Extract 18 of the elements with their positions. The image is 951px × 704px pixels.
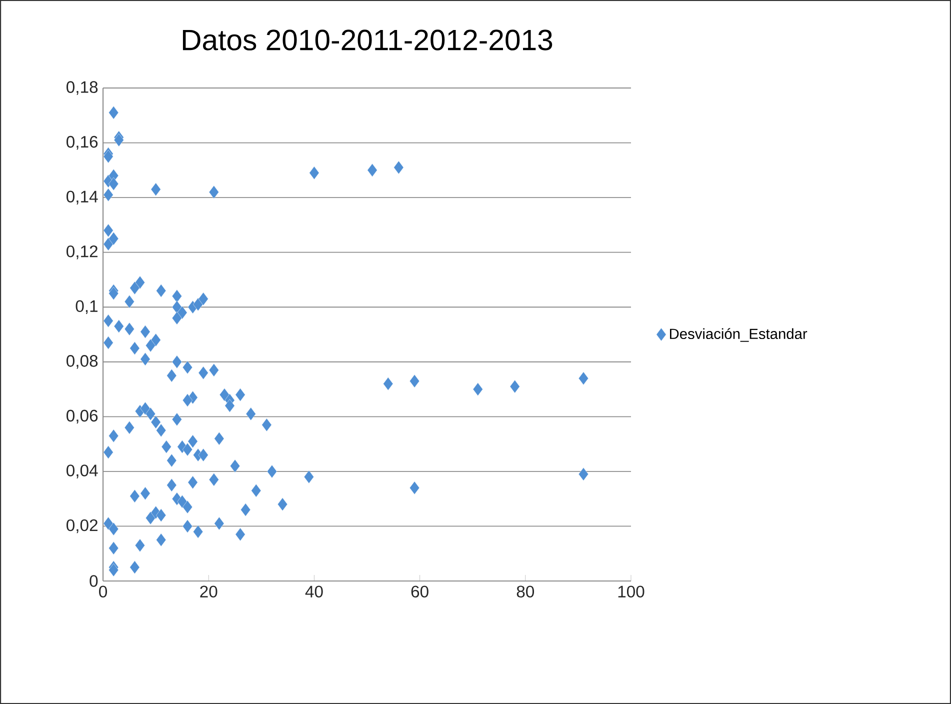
y-tick-label: 0	[90, 575, 98, 587]
y-tick-label: 0,12	[66, 245, 98, 260]
y-tick-label: 0,08	[66, 355, 98, 369]
x-tick-label: 40	[305, 586, 323, 598]
x-tick-label: 60	[411, 586, 428, 598]
y-tick-label: 0,02	[66, 519, 98, 534]
x-tick-label: 100	[618, 586, 644, 598]
y-tick-label: 0,18	[66, 81, 98, 95]
legend-label: Desviación_Estandar	[670, 328, 808, 342]
chart-title: Datos 2010-2011-2012-2013	[182, 30, 552, 50]
y-tick-label: 0,06	[66, 410, 98, 424]
x-tick-label: 20	[200, 586, 218, 598]
y-tick-label: 0,14	[66, 190, 98, 204]
y-tick-label: 0,1	[76, 300, 98, 314]
x-tick-label: 0	[99, 586, 108, 598]
x-tick-label: 80	[516, 586, 534, 598]
y-tick-label: 0,04	[66, 464, 98, 478]
y-tick-label: 0,16	[66, 136, 98, 150]
